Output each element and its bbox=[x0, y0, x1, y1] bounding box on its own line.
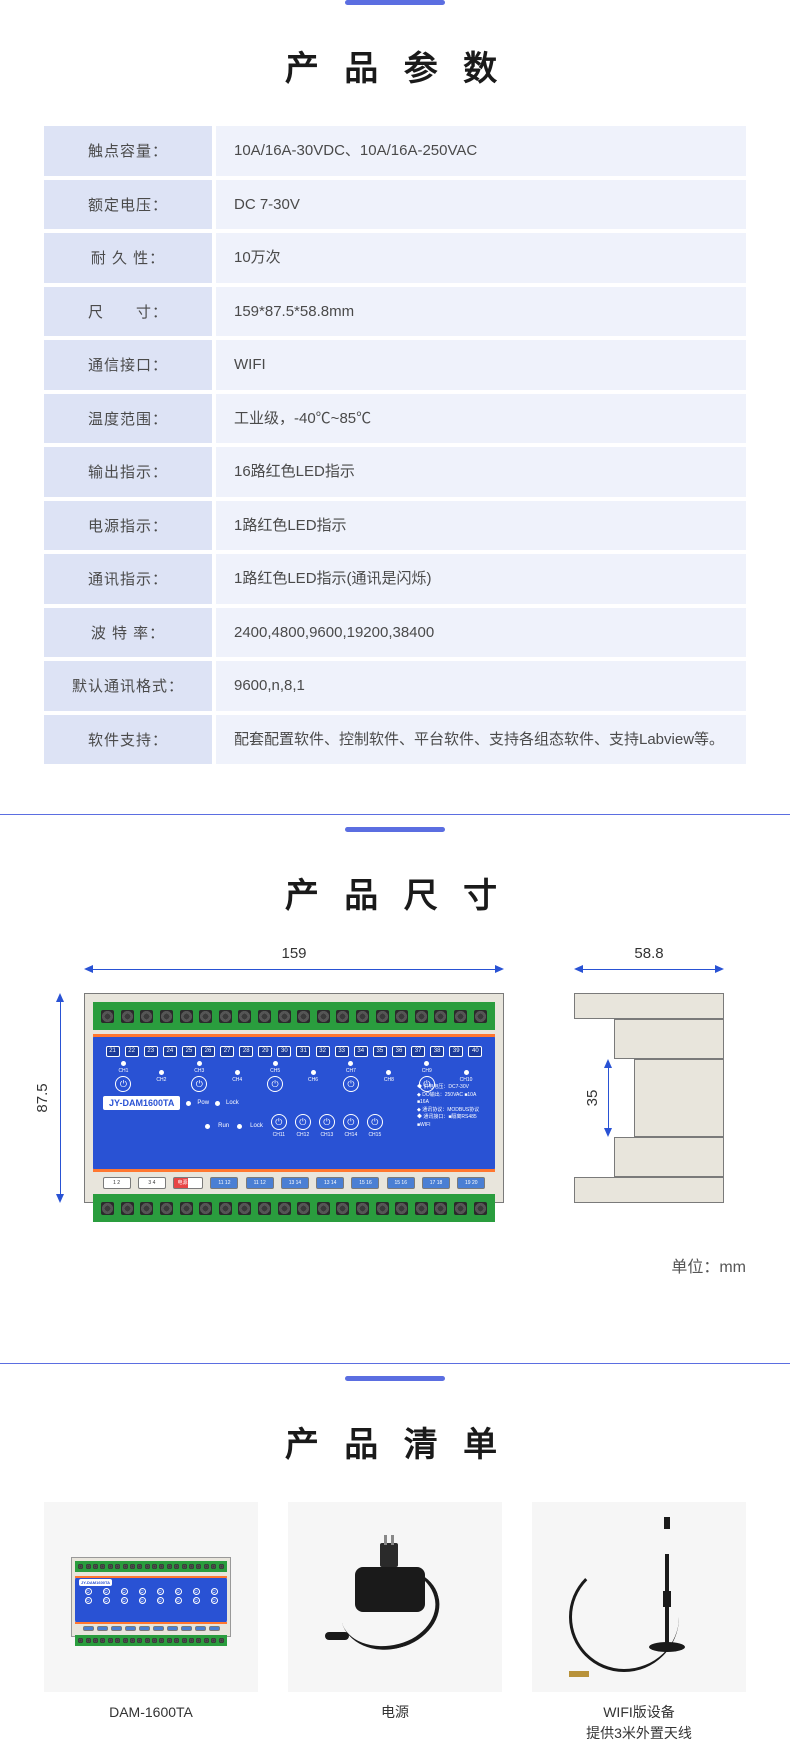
list-item: JY-DAM1600TA ⏻⏻⏻⏻⏻⏻⏻⏻ ⏻⏻⏻⏻⏻⏻⏻⏻ DAM-1600T… bbox=[44, 1502, 258, 1744]
item-image-antenna bbox=[532, 1502, 746, 1692]
model-label: JY-DAM1600TA bbox=[103, 1096, 180, 1110]
spec-value: 1路红色LED指示(通讯是闪烁) bbox=[216, 554, 746, 604]
product-list: JY-DAM1600TA ⏻⏻⏻⏻⏻⏻⏻⏻ ⏻⏻⏻⏻⏻⏻⏻⏻ DAM-1600T… bbox=[44, 1502, 746, 1744]
spec-value: 配套配置软件、控制软件、平台软件、支持各组态软件、支持Labview等。 bbox=[216, 715, 746, 765]
side-view: 58.8 35 bbox=[574, 993, 749, 1203]
item-label: 电源 bbox=[288, 1702, 502, 1723]
dim-side-inner: 35 bbox=[604, 1059, 612, 1137]
spec-label: 通讯指示： bbox=[44, 554, 212, 604]
section-divider-top bbox=[345, 0, 445, 5]
item-label: DAM-1600TA bbox=[44, 1702, 258, 1723]
spec-row: 软件支持：配套配置软件、控制软件、平台软件、支持各组态软件、支持Labview等… bbox=[44, 715, 746, 765]
spec-value: 159*87.5*58.8mm bbox=[216, 287, 746, 337]
spec-label: 温度范围： bbox=[44, 394, 212, 444]
spec-value: WIFI bbox=[216, 340, 746, 390]
spec-row: 尺 寸：159*87.5*58.8mm bbox=[44, 287, 746, 337]
item-image-device: JY-DAM1600TA ⏻⏻⏻⏻⏻⏻⏻⏻ ⏻⏻⏻⏻⏻⏻⏻⏻ bbox=[44, 1502, 258, 1692]
spec-row: 通信接口：WIFI bbox=[44, 340, 746, 390]
spec-label: 耐 久 性： bbox=[44, 233, 212, 283]
list-item: 电源 bbox=[288, 1502, 502, 1744]
spec-value: 2400,4800,9600,19200,38400 bbox=[216, 608, 746, 658]
device-front: 2122232425262728293031323334353637383940… bbox=[84, 993, 504, 1203]
item-image-psu bbox=[288, 1502, 502, 1692]
pcb: 2122232425262728293031323334353637383940… bbox=[93, 1034, 495, 1172]
spec-row: 电源指示：1路红色LED指示 bbox=[44, 501, 746, 551]
spec-value: 16路红色LED指示 bbox=[216, 447, 746, 497]
dim-depth-value: 58.8 bbox=[628, 945, 669, 962]
spec-label: 电源指示： bbox=[44, 501, 212, 551]
section-divider bbox=[345, 1376, 445, 1381]
dim-width-value: 159 bbox=[275, 945, 312, 962]
spec-row: 额定电压：DC 7-30V bbox=[44, 180, 746, 230]
tabs-bottom: 1 23 4电源:8-3011 1211 1213 1413 1415 1615… bbox=[93, 1177, 495, 1189]
spec-value: DC 7-30V bbox=[216, 180, 746, 230]
dims-title: 产 品 尺 寸 bbox=[0, 868, 790, 917]
spec-value: 9600,n,8,1 bbox=[216, 661, 746, 711]
spec-label: 输出指示： bbox=[44, 447, 212, 497]
spec-row: 默认通讯格式：9600,n,8,1 bbox=[44, 661, 746, 711]
item-label: WIFI版设备 提供3米外置天线 bbox=[532, 1702, 746, 1744]
spec-value: 10A/16A-30VDC、10A/16A-250VAC bbox=[216, 126, 746, 176]
spec-row: 输出指示：16路红色LED指示 bbox=[44, 447, 746, 497]
spec-value: 10万次 bbox=[216, 233, 746, 283]
spec-label: 尺 寸： bbox=[44, 287, 212, 337]
spec-label: 额定电压： bbox=[44, 180, 212, 230]
spec-row: 波 特 率：2400,4800,9600,19200,38400 bbox=[44, 608, 746, 658]
terminal-top bbox=[93, 1002, 495, 1030]
dim-height-value: 87.5 bbox=[34, 1083, 51, 1112]
dimensions-figure: 159 87.5 2122232425262728293031323334353… bbox=[44, 953, 746, 1313]
spec-label: 波 特 率： bbox=[44, 608, 212, 658]
dim-side-value: 35 bbox=[584, 1090, 601, 1107]
spec-value: 工业级，-40℃~85℃ bbox=[216, 394, 746, 444]
spec-label: 默认通讯格式： bbox=[44, 661, 212, 711]
list-title: 产 品 清 单 bbox=[0, 1417, 790, 1466]
spec-label: 软件支持： bbox=[44, 715, 212, 765]
spec-row: 温度范围：工业级，-40℃~85℃ bbox=[44, 394, 746, 444]
dim-width: 159 bbox=[84, 965, 504, 973]
spec-row: 触点容量：10A/16A-30VDC、10A/16A-250VAC bbox=[44, 126, 746, 176]
specs-title: 产 品 参 数 bbox=[0, 41, 790, 90]
terminal-bottom bbox=[93, 1194, 495, 1222]
dim-depth: 58.8 bbox=[574, 965, 724, 973]
unit-label: 单位：mm bbox=[671, 1253, 746, 1277]
section-divider bbox=[345, 827, 445, 832]
spec-row: 耐 久 性：10万次 bbox=[44, 233, 746, 283]
list-item: WIFI版设备 提供3米外置天线 bbox=[532, 1502, 746, 1744]
spec-label: 触点容量： bbox=[44, 126, 212, 176]
pcb-notes: ◆ 供电电压：DC7-30V ◆ DO输出：250VAC ■10A ■16A ◆… bbox=[417, 1084, 487, 1129]
dim-height: 87.5 bbox=[56, 993, 64, 1203]
spec-row: 通讯指示：1路红色LED指示(通讯是闪烁) bbox=[44, 554, 746, 604]
front-view: 159 87.5 2122232425262728293031323334353… bbox=[84, 993, 504, 1203]
section-rule bbox=[0, 814, 790, 815]
side-body: 35 bbox=[574, 993, 674, 1203]
section-rule bbox=[0, 1363, 790, 1364]
spec-label: 通信接口： bbox=[44, 340, 212, 390]
pins-top: 2122232425262728293031323334353637383940 bbox=[103, 1046, 485, 1057]
spec-value: 1路红色LED指示 bbox=[216, 501, 746, 551]
specs-table: 触点容量：10A/16A-30VDC、10A/16A-250VAC额定电压：DC… bbox=[44, 126, 746, 764]
